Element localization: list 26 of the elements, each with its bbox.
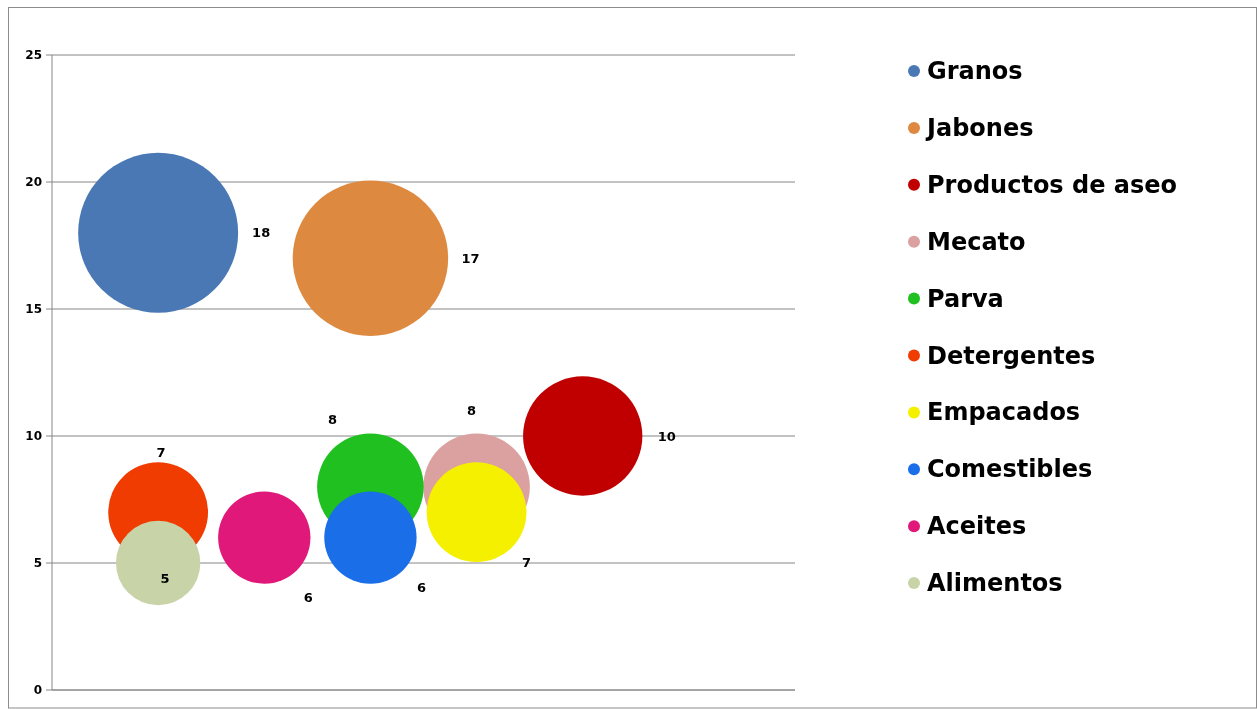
legend-label: Alimentos [927, 569, 1063, 598]
legend-label: Mecato [927, 227, 1026, 256]
legend-label: Jabones [925, 113, 1034, 142]
legend-label: Productos de aseo [927, 170, 1178, 199]
legend-label: Parva [927, 284, 1004, 313]
y-tick-label: 20 [25, 175, 42, 189]
data-label: 18 [252, 225, 271, 241]
y-tick-label: 10 [25, 429, 42, 443]
data-label: 5 [160, 570, 170, 586]
data-label: 8 [467, 403, 477, 419]
legend-label: Empacados [927, 398, 1081, 427]
data-label: 17 [461, 250, 480, 266]
y-tick-label: 25 [25, 48, 42, 62]
legend-label: Granos [927, 57, 1023, 85]
legend-label: Comestibles [927, 455, 1093, 484]
legend-label: Detergentes [927, 341, 1096, 370]
data-label: 7 [156, 444, 166, 460]
data-label: 10 [657, 428, 676, 444]
y-tick-label: 5 [33, 556, 42, 570]
legend-label: Aceites [927, 512, 1027, 541]
data-label: 6 [303, 590, 313, 606]
data-label: 7 [522, 554, 532, 570]
data-label: 6 [416, 580, 426, 596]
y-tick-label: 15 [25, 302, 42, 316]
y-tick-label: 0 [33, 683, 42, 697]
data-label: 8 [327, 412, 337, 428]
